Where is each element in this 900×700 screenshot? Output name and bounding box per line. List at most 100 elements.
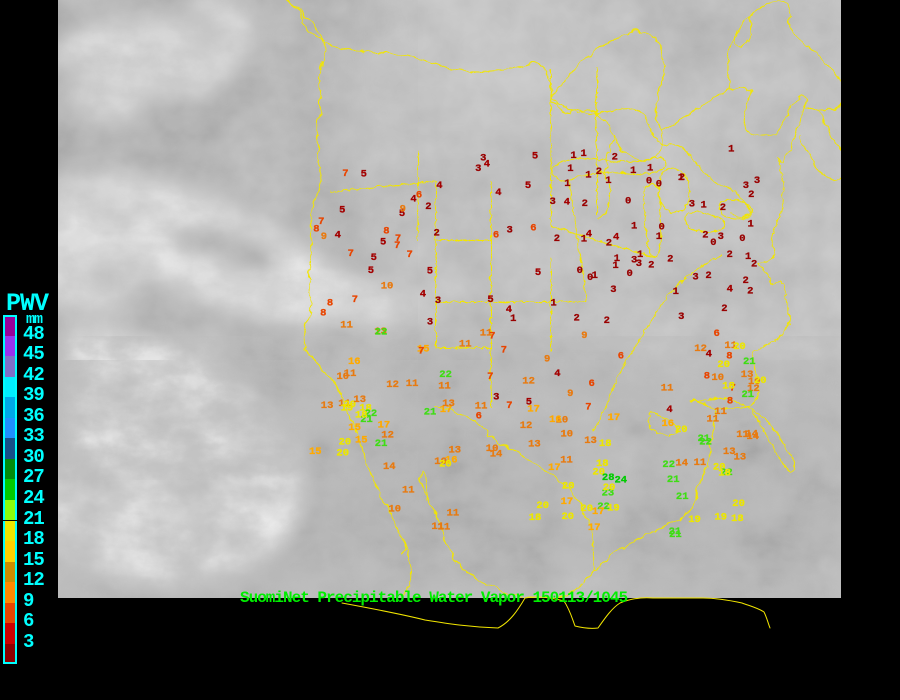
- svg-text:5: 5: [361, 169, 367, 181]
- svg-text:13: 13: [741, 369, 754, 381]
- svg-text:13: 13: [321, 400, 334, 412]
- svg-text:5: 5: [339, 205, 345, 217]
- svg-text:4: 4: [410, 193, 416, 205]
- svg-text:12: 12: [520, 420, 533, 432]
- svg-text:18: 18: [718, 468, 731, 480]
- svg-text:6: 6: [530, 223, 536, 235]
- svg-text:19: 19: [714, 511, 727, 523]
- svg-text:7: 7: [418, 345, 424, 357]
- svg-text:0: 0: [627, 268, 633, 280]
- svg-text:11: 11: [431, 521, 444, 533]
- svg-text:18: 18: [355, 410, 368, 422]
- svg-text:0: 0: [577, 265, 583, 277]
- svg-text:4: 4: [495, 187, 501, 199]
- svg-text:2: 2: [434, 227, 440, 239]
- svg-text:9: 9: [321, 231, 327, 243]
- svg-text:2: 2: [425, 201, 431, 213]
- svg-text:1: 1: [631, 221, 637, 233]
- svg-text:1: 1: [592, 270, 598, 282]
- svg-text:17: 17: [561, 496, 574, 508]
- svg-text:20: 20: [732, 498, 745, 510]
- svg-text:2: 2: [747, 286, 753, 298]
- svg-text:18: 18: [599, 438, 612, 450]
- svg-text:4: 4: [564, 196, 570, 208]
- svg-text:9: 9: [400, 203, 406, 215]
- svg-text:11: 11: [459, 338, 472, 350]
- svg-text:3: 3: [550, 196, 556, 208]
- svg-text:17: 17: [548, 462, 561, 474]
- svg-text:2: 2: [648, 260, 654, 272]
- svg-text:2: 2: [705, 270, 711, 282]
- svg-text:20: 20: [536, 500, 549, 512]
- svg-text:0: 0: [656, 179, 662, 191]
- svg-text:10: 10: [337, 371, 350, 383]
- svg-text:20: 20: [439, 458, 452, 470]
- svg-text:20: 20: [339, 436, 352, 448]
- svg-text:21: 21: [742, 389, 755, 401]
- svg-text:3: 3: [493, 392, 499, 404]
- svg-text:20: 20: [562, 481, 575, 493]
- svg-text:5: 5: [371, 252, 377, 264]
- svg-text:11: 11: [406, 378, 419, 390]
- svg-text:3: 3: [631, 255, 637, 267]
- svg-text:3: 3: [427, 316, 433, 328]
- svg-text:22: 22: [699, 436, 712, 448]
- svg-text:20: 20: [562, 511, 575, 523]
- svg-text:19: 19: [607, 502, 620, 514]
- svg-text:22: 22: [662, 459, 675, 471]
- svg-text:21: 21: [669, 526, 682, 538]
- svg-text:6: 6: [714, 328, 720, 340]
- svg-text:21: 21: [424, 407, 437, 419]
- svg-text:17: 17: [608, 412, 621, 424]
- svg-text:3: 3: [692, 272, 698, 284]
- svg-text:17: 17: [378, 420, 391, 432]
- svg-text:2: 2: [751, 259, 757, 271]
- svg-text:20: 20: [336, 447, 349, 459]
- svg-text:7: 7: [489, 331, 495, 343]
- svg-text:2: 2: [606, 237, 612, 249]
- svg-text:14: 14: [383, 461, 396, 473]
- svg-text:13: 13: [449, 445, 462, 457]
- svg-text:2: 2: [720, 202, 726, 214]
- svg-text:1: 1: [728, 143, 734, 155]
- svg-text:4: 4: [727, 284, 733, 296]
- svg-text:7: 7: [501, 344, 507, 356]
- svg-text:19: 19: [341, 402, 354, 414]
- svg-text:3: 3: [718, 231, 724, 243]
- svg-text:5: 5: [535, 267, 541, 279]
- svg-text:14: 14: [490, 449, 503, 461]
- svg-text:22: 22: [375, 327, 388, 339]
- svg-text:18: 18: [722, 381, 735, 393]
- svg-text:0: 0: [659, 221, 665, 233]
- svg-text:5: 5: [525, 180, 531, 192]
- svg-text:3: 3: [435, 295, 441, 307]
- svg-text:11: 11: [560, 455, 573, 467]
- svg-text:2: 2: [667, 254, 673, 266]
- svg-text:13: 13: [442, 398, 455, 410]
- svg-text:21: 21: [667, 474, 680, 486]
- svg-text:1: 1: [605, 175, 611, 187]
- svg-text:11: 11: [475, 401, 488, 413]
- svg-text:7: 7: [342, 168, 348, 180]
- svg-text:3: 3: [610, 284, 616, 296]
- svg-text:2: 2: [582, 198, 588, 210]
- svg-text:9: 9: [544, 354, 550, 366]
- svg-text:20: 20: [603, 482, 616, 494]
- svg-text:20: 20: [675, 424, 688, 436]
- svg-text:1: 1: [748, 218, 754, 230]
- svg-text:14: 14: [675, 457, 688, 469]
- svg-text:13: 13: [353, 394, 366, 406]
- svg-text:0: 0: [625, 196, 631, 208]
- svg-text:5: 5: [427, 266, 433, 278]
- svg-text:5: 5: [368, 265, 374, 277]
- svg-text:1: 1: [612, 260, 618, 272]
- svg-text:12: 12: [386, 379, 399, 391]
- svg-text:12: 12: [522, 376, 535, 388]
- svg-text:6: 6: [589, 378, 595, 390]
- svg-text:20: 20: [717, 359, 730, 371]
- svg-text:18: 18: [529, 512, 542, 524]
- svg-text:1: 1: [585, 169, 591, 181]
- svg-text:17: 17: [592, 506, 605, 518]
- svg-text:21: 21: [743, 356, 756, 368]
- svg-text:2: 2: [596, 166, 602, 178]
